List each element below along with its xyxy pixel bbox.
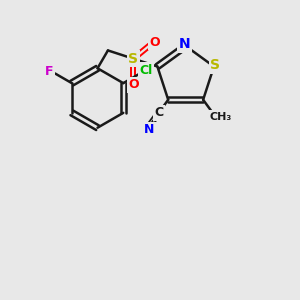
Text: F: F — [45, 65, 53, 79]
Text: N: N — [144, 123, 154, 136]
Text: O: O — [150, 36, 160, 49]
Text: C: C — [154, 106, 163, 119]
Text: O: O — [128, 78, 139, 91]
Text: S: S — [210, 58, 220, 72]
Text: N: N — [178, 38, 190, 52]
Text: S: S — [128, 52, 138, 66]
Text: CH₃: CH₃ — [210, 112, 232, 122]
Text: Cl: Cl — [140, 64, 153, 77]
